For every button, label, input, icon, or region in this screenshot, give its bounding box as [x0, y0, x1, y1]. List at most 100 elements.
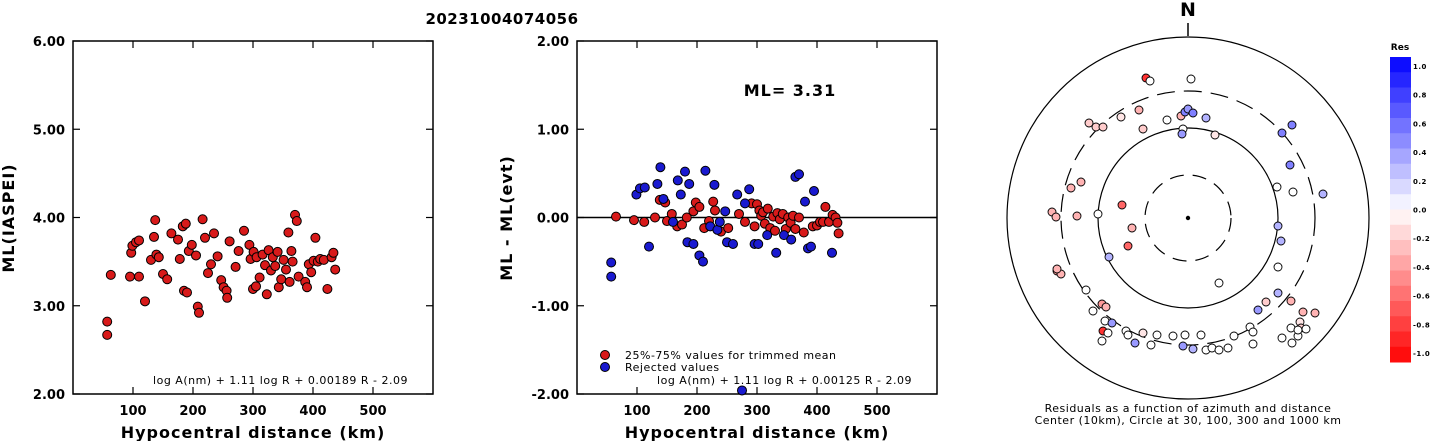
- station-point: [1152, 330, 1162, 340]
- station-point: [1138, 124, 1148, 134]
- data-point: [658, 193, 669, 204]
- data-point: [286, 246, 297, 257]
- data-point: [322, 283, 333, 294]
- station-point: [1188, 108, 1198, 118]
- data-point: [827, 247, 837, 258]
- y-tick-label: 6.00: [33, 35, 65, 50]
- data-point: [224, 236, 235, 247]
- station-point: [1276, 236, 1286, 246]
- colorbar-tick-label: 0.8: [1413, 92, 1427, 100]
- station-point: [1117, 200, 1127, 210]
- data-point: [102, 316, 113, 327]
- y-axis-label: ML - ML(evt): [497, 155, 516, 281]
- data-point: [611, 211, 621, 222]
- data-point: [753, 238, 764, 249]
- y-tick-label: 5.00: [33, 123, 65, 138]
- data-point: [688, 238, 699, 249]
- data-point: [194, 307, 204, 318]
- station-point: [1123, 241, 1133, 251]
- data-point: [740, 198, 750, 209]
- data-point: [809, 186, 819, 197]
- station-point: [1318, 189, 1328, 199]
- station-point: [1196, 330, 1206, 340]
- data-point: [684, 178, 695, 189]
- colorbar-cell: [1390, 179, 1411, 195]
- north-label: N: [1180, 0, 1196, 21]
- data-point: [233, 246, 244, 257]
- data-point: [186, 239, 197, 250]
- x-tick-label: 400: [803, 404, 830, 419]
- data-point: [200, 232, 210, 243]
- figure-title: 20231004074056: [425, 10, 578, 28]
- data-point: [283, 227, 294, 238]
- colorbar-cell: [1390, 316, 1411, 332]
- x-axis-label: Hypocentral distance (km): [121, 423, 386, 441]
- data-point: [720, 206, 731, 217]
- y-tick-label: -2.00: [532, 388, 569, 403]
- data-point: [212, 251, 223, 262]
- data-point: [790, 223, 801, 234]
- station-point: [1093, 209, 1103, 219]
- data-point: [140, 296, 150, 307]
- y-tick-label: 4.00: [33, 212, 65, 227]
- data-point: [734, 208, 744, 219]
- data-point: [206, 259, 216, 270]
- formula-text: log A(nm) + 1.11 log R + 0.00189 R - 2.0…: [153, 374, 408, 387]
- station-point: [1052, 264, 1062, 274]
- colorbar-ticks: 1.0 0.8 0.6 0.4 0.2 0.0 -0.2 -0.4 -0.6 -0.8 -1.0: [1413, 63, 1430, 358]
- station-point: [1081, 285, 1091, 295]
- data-point: [749, 221, 760, 232]
- station-point: [1210, 130, 1220, 140]
- y-tick-label: 1.00: [537, 123, 569, 138]
- colorbar-cell: [1390, 133, 1411, 149]
- data-point: [254, 272, 265, 283]
- data-point: [182, 287, 192, 298]
- data-point: [203, 268, 213, 279]
- colorbar-tick-label: 0.0: [1413, 207, 1427, 215]
- data-point: [330, 264, 341, 275]
- data-point: [786, 234, 797, 245]
- legend-label-rejected: Rejected values: [625, 361, 720, 374]
- colorbar-cell: [1390, 102, 1411, 119]
- data-point: [655, 162, 666, 173]
- station-point: [1116, 112, 1126, 122]
- y-tick-label: 0.00: [537, 212, 569, 227]
- data-point: [794, 169, 804, 180]
- colorbar-tick-label: 0.2: [1413, 178, 1427, 186]
- station-point: [1168, 331, 1178, 341]
- data-point: [833, 228, 844, 239]
- data-point: [652, 178, 663, 189]
- station-point: [1214, 345, 1224, 355]
- data-point: [310, 232, 321, 243]
- colorbar-tick-label: 0.6: [1413, 120, 1427, 128]
- station-point: [1201, 113, 1211, 123]
- station-point: [1051, 212, 1061, 222]
- station-point: [1277, 333, 1287, 343]
- x-tick-label: 200: [683, 404, 710, 419]
- data-point: [222, 292, 233, 303]
- colorbar-cell: [1390, 163, 1411, 180]
- legend-label-trimmed: 25%-75% values for trimmed mean: [625, 349, 837, 362]
- data-point: [794, 212, 804, 223]
- station-point: [1084, 118, 1094, 128]
- legend-marker-blue: [600, 362, 610, 372]
- data-point: [806, 241, 816, 252]
- colorbar-tick-label: -1.0: [1413, 350, 1430, 358]
- data-point: [134, 271, 144, 282]
- station-point: [1177, 129, 1187, 139]
- data-point: [820, 201, 831, 212]
- x-tick-label: 500: [359, 404, 386, 419]
- station-point: [1138, 328, 1148, 338]
- colorbar-tick-label: 1.0: [1413, 63, 1427, 71]
- data-point: [166, 228, 177, 239]
- circle-30km: [1144, 174, 1232, 262]
- station-point: [1101, 302, 1111, 312]
- colorbar-cell: [1390, 346, 1411, 363]
- colorbar-tick-label: -0.6: [1413, 293, 1430, 301]
- data-point: [832, 217, 843, 228]
- data-point: [728, 238, 738, 249]
- colorbar-cell: [1390, 148, 1411, 165]
- data-point: [276, 274, 287, 285]
- polar-caption-line2: Center (10km), Circle at 30, 100, 300 an…: [1035, 414, 1342, 427]
